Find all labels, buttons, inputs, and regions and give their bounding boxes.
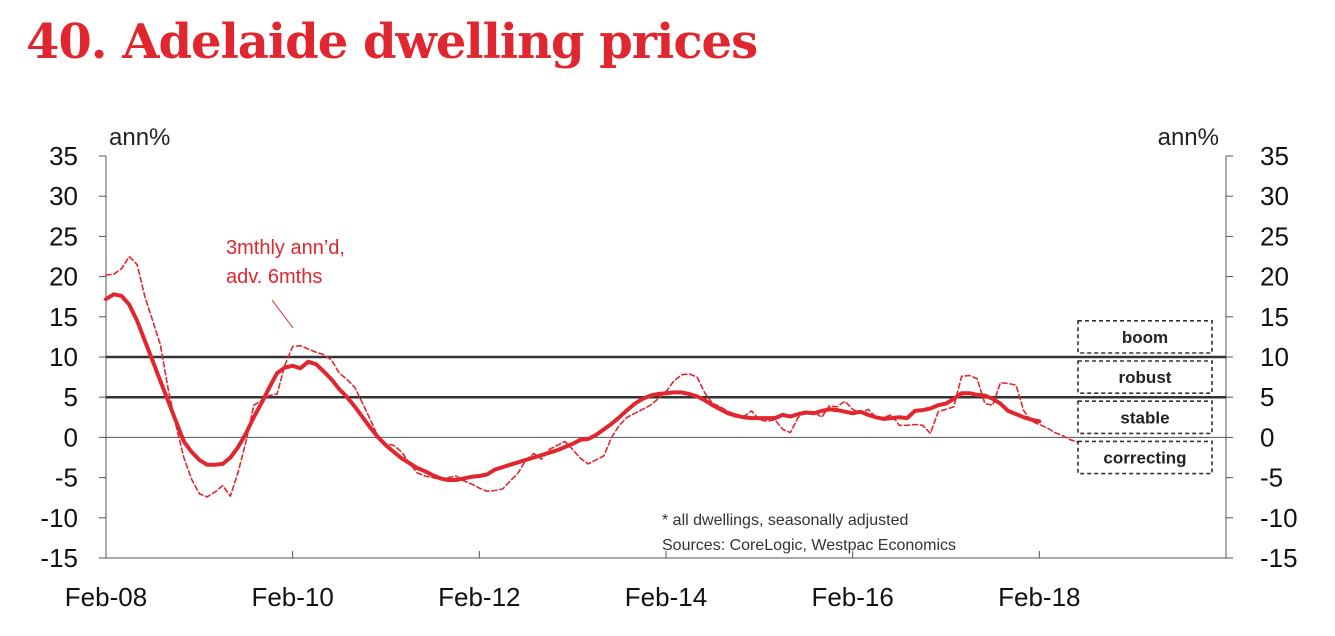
y-tick-label-left: 15 [49, 302, 78, 332]
series-label-line2: adv. 6mths [226, 266, 322, 288]
series-line-3mthly-annualised [105, 255, 1095, 498]
x-tick-label: Feb-12 [438, 582, 520, 612]
x-tick-label: Feb-18 [998, 582, 1080, 612]
regime-box-robust [1077, 360, 1213, 395]
footnote: * all dwellings, seasonally adjusted [662, 512, 908, 529]
series-line-annual [104, 292, 1042, 482]
y-tick-label-right: -5 [1260, 463, 1283, 493]
y-axis-left: 35 30 25 20 15 10 5 0 -5 -10 -15 [40, 141, 106, 573]
y-tick-label-left: -10 [40, 503, 78, 533]
y-axis-left-title: ann% [109, 124, 170, 151]
annotations: ann% ann% 3mthly ann’d, adv. 6mths * all… [109, 124, 1219, 554]
regime-label-stable: stable [1120, 408, 1169, 427]
series-lines [104, 255, 1095, 498]
y-tick-label-left: 0 [64, 422, 78, 452]
y-tick-label-right: 30 [1260, 181, 1289, 211]
page-title: 40. Adelaide dwelling prices [26, 14, 758, 70]
x-axis: Feb-08 Feb-10 Feb-12 Feb-14 Feb-16 Feb-18 [65, 551, 1227, 612]
y-tick-label-left: 35 [49, 141, 78, 171]
y-tick-label-left: -5 [55, 463, 78, 493]
x-tick-label: Feb-16 [811, 582, 893, 612]
x-tick-label: Feb-10 [251, 582, 333, 612]
series-label-pointer [271, 299, 294, 329]
threshold-lines [106, 355, 1226, 399]
regime-box-correcting [1077, 440, 1213, 475]
y-axis-right-title: ann% [1158, 124, 1219, 151]
y-axis-right: 35 30 25 20 15 10 5 0 -5 -10 -15 [1226, 141, 1298, 573]
y-tick-label-right: 35 [1260, 141, 1289, 171]
y-tick-label-left: 25 [49, 221, 78, 251]
regime-label-robust: robust [1119, 368, 1172, 387]
y-tick-label-left: 20 [49, 262, 78, 292]
x-tick-label: Feb-08 [65, 582, 147, 612]
y-tick-label-right: 10 [1260, 342, 1289, 372]
x-tick-label: Feb-14 [625, 582, 707, 612]
y-tick-label-left: -15 [40, 543, 78, 573]
y-tick-label-right: 0 [1260, 422, 1274, 452]
y-tick-label-right: 25 [1260, 221, 1289, 251]
y-tick-label-right: 20 [1260, 262, 1289, 292]
y-tick-label-right: 15 [1260, 302, 1289, 332]
y-tick-label-left: 5 [64, 382, 78, 412]
regime-box-stable [1077, 400, 1213, 435]
y-tick-label-left: 10 [49, 342, 78, 372]
regime-box-boom [1077, 319, 1213, 354]
sources: Sources: CoreLogic, Westpac Economics [662, 537, 956, 554]
series-label-line1: 3mthly ann’d, [226, 237, 345, 259]
y-tick-label-right: 5 [1260, 382, 1274, 412]
y-tick-label-right: -15 [1260, 543, 1298, 573]
regime-label-correcting: correcting [1103, 449, 1186, 468]
regime-label-boom: boom [1122, 328, 1168, 347]
y-tick-label-left: 30 [49, 181, 78, 211]
y-tick-label-right: -10 [1260, 503, 1298, 533]
regime-boxes: boom robust stable correcting [1077, 319, 1213, 475]
